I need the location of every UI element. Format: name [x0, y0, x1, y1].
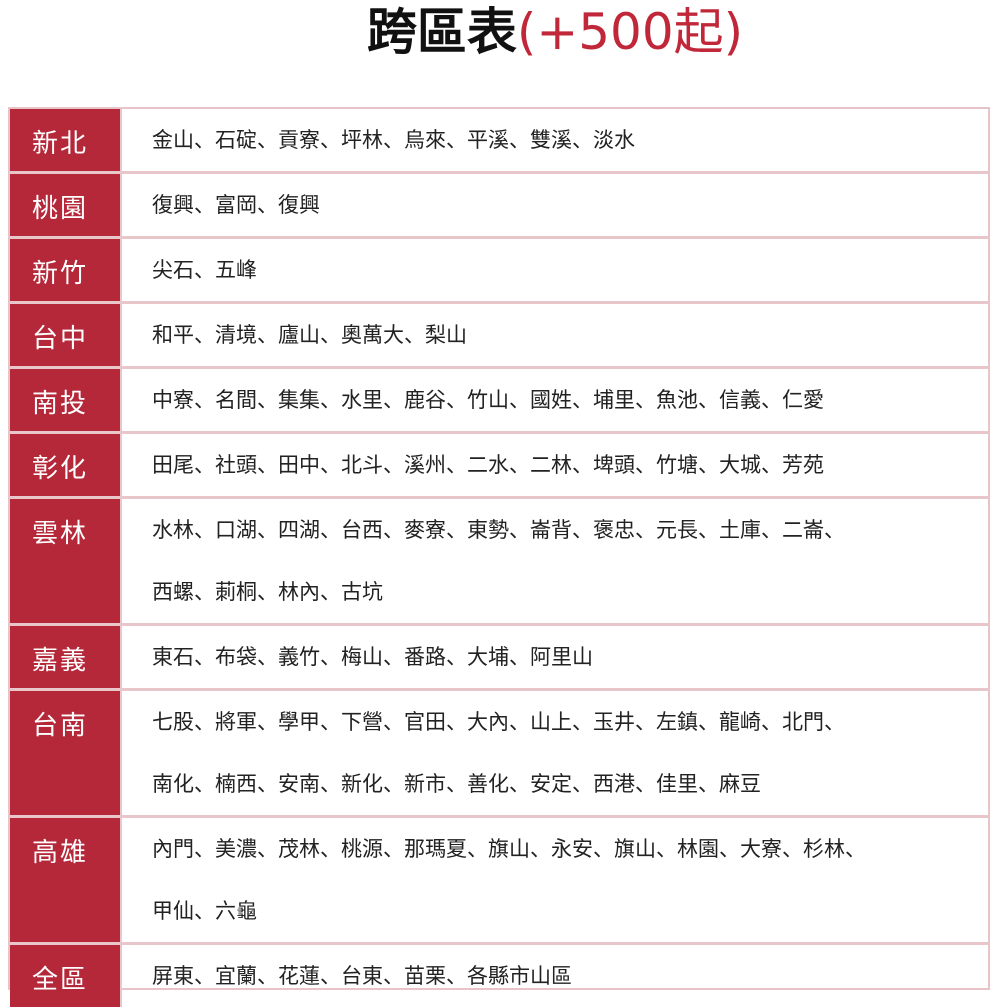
- region-label: 高雄: [10, 818, 120, 942]
- district-list: 東石、布袋、義竹、梅山、番路、大埔、阿里山: [120, 626, 988, 688]
- district-list: 七股、將軍、學甲、下營、官田、大內、山上、玉井、左鎮、龍崎、北門、 南化、楠西、安…: [120, 691, 988, 815]
- region-label: 桃園: [10, 174, 120, 236]
- district-line: 東石、布袋、義竹、梅山、番路、大埔、阿里山: [152, 645, 593, 669]
- table-row: 全區 屏東、宜蘭、花蓮、台東、苗栗、各縣市山區: [10, 945, 988, 1007]
- district-line: 七股、將軍、學甲、下營、官田、大內、山上、玉井、左鎮、龍崎、北門、: [152, 710, 845, 734]
- surcharge-region-table: 新北 金山、石碇、貢寮、坪林、烏來、平溪、雙溪、淡水桃園 復興、富岡、復興新竹 尖石、…: [8, 107, 990, 1007]
- district-line: 水林、口湖、四湖、台西、麥寮、東勢、崙背、褒忠、元長、土庫、二崙、: [152, 518, 845, 542]
- region-label: 彰化: [10, 434, 120, 496]
- district-line: 田尾、社頭、田中、北斗、溪州、二水、二林、埤頭、竹塘、大城、芳苑: [152, 453, 824, 477]
- district-list: 和平、清境、廬山、奧萬大、梨山: [120, 304, 988, 366]
- district-line: 復興、富岡、復興: [152, 193, 320, 217]
- district-list: 復興、富岡、復興: [120, 174, 988, 236]
- region-label: 南投: [10, 369, 120, 431]
- region-label: 嘉義: [10, 626, 120, 688]
- table-row: 新北 金山、石碇、貢寮、坪林、烏來、平溪、雙溪、淡水: [10, 109, 988, 174]
- district-line: 西螺、莿桐、林內、古坑: [152, 580, 383, 604]
- district-line: 金山、石碇、貢寮、坪林、烏來、平溪、雙溪、淡水: [152, 128, 635, 152]
- page-title: 跨區表(+500起): [0, 2, 1000, 62]
- region-label: 台南: [10, 691, 120, 815]
- title-sub: (+500起): [516, 3, 744, 61]
- district-list: 內門、美濃、茂林、桃源、那瑪夏、旗山、永安、旗山、林園、大寮、杉林、 甲仙、六龜: [120, 818, 988, 942]
- district-list: 中寮、名間、集集、水里、鹿谷、竹山、國姓、埔里、魚池、信義、仁愛: [120, 369, 988, 431]
- table-row: 高雄 內門、美濃、茂林、桃源、那瑪夏、旗山、永安、旗山、林園、大寮、杉林、 甲仙、六…: [10, 818, 988, 945]
- table-row: 台南 七股、將軍、學甲、下營、官田、大內、山上、玉井、左鎮、龍崎、北門、 南化、楠西…: [10, 691, 988, 818]
- district-line: 南化、楠西、安南、新化、新市、善化、安定、西港、佳里、麻豆: [152, 772, 761, 796]
- region-label: 新竹: [10, 239, 120, 301]
- district-list: 屏東、宜蘭、花蓮、台東、苗栗、各縣市山區: [120, 945, 988, 1007]
- district-list: 金山、石碇、貢寮、坪林、烏來、平溪、雙溪、淡水: [120, 109, 988, 171]
- table-row: 嘉義 東石、布袋、義竹、梅山、番路、大埔、阿里山: [10, 626, 988, 691]
- table-row: 台中 和平、清境、廬山、奧萬大、梨山: [10, 304, 988, 369]
- region-label: 台中: [10, 304, 120, 366]
- table-row: 南投 中寮、名間、集集、水里、鹿谷、竹山、國姓、埔里、魚池、信義、仁愛: [10, 369, 988, 434]
- district-line: 和平、清境、廬山、奧萬大、梨山: [152, 323, 467, 347]
- table-row: 雲林 水林、口湖、四湖、台西、麥寮、東勢、崙背、褒忠、元長、土庫、二崙、 西螺、莿桐…: [10, 499, 988, 626]
- district-line: 甲仙、六龜: [152, 899, 257, 923]
- table-row: 彰化 田尾、社頭、田中、北斗、溪州、二水、二林、埤頭、竹塘、大城、芳苑: [10, 434, 988, 499]
- district-line: 內門、美濃、茂林、桃源、那瑪夏、旗山、永安、旗山、林園、大寮、杉林、: [152, 837, 866, 861]
- region-label: 新北: [10, 109, 120, 171]
- district-list: 水林、口湖、四湖、台西、麥寮、東勢、崙背、褒忠、元長、土庫、二崙、 西螺、莿桐、林…: [120, 499, 988, 623]
- title-main: 跨區表: [366, 3, 517, 61]
- district-list: 田尾、社頭、田中、北斗、溪州、二水、二林、埤頭、竹塘、大城、芳苑: [120, 434, 988, 496]
- district-list: 尖石、五峰: [120, 239, 988, 301]
- table-row: 桃園 復興、富岡、復興: [10, 174, 988, 239]
- region-label: 全區: [10, 945, 120, 1007]
- district-line: 中寮、名間、集集、水里、鹿谷、竹山、國姓、埔里、魚池、信義、仁愛: [152, 388, 824, 412]
- region-label: 雲林: [10, 499, 120, 623]
- district-line: 屏東、宜蘭、花蓮、台東、苗栗、各縣市山區: [152, 964, 572, 988]
- district-line: 尖石、五峰: [152, 258, 257, 282]
- table-row: 新竹 尖石、五峰: [10, 239, 988, 304]
